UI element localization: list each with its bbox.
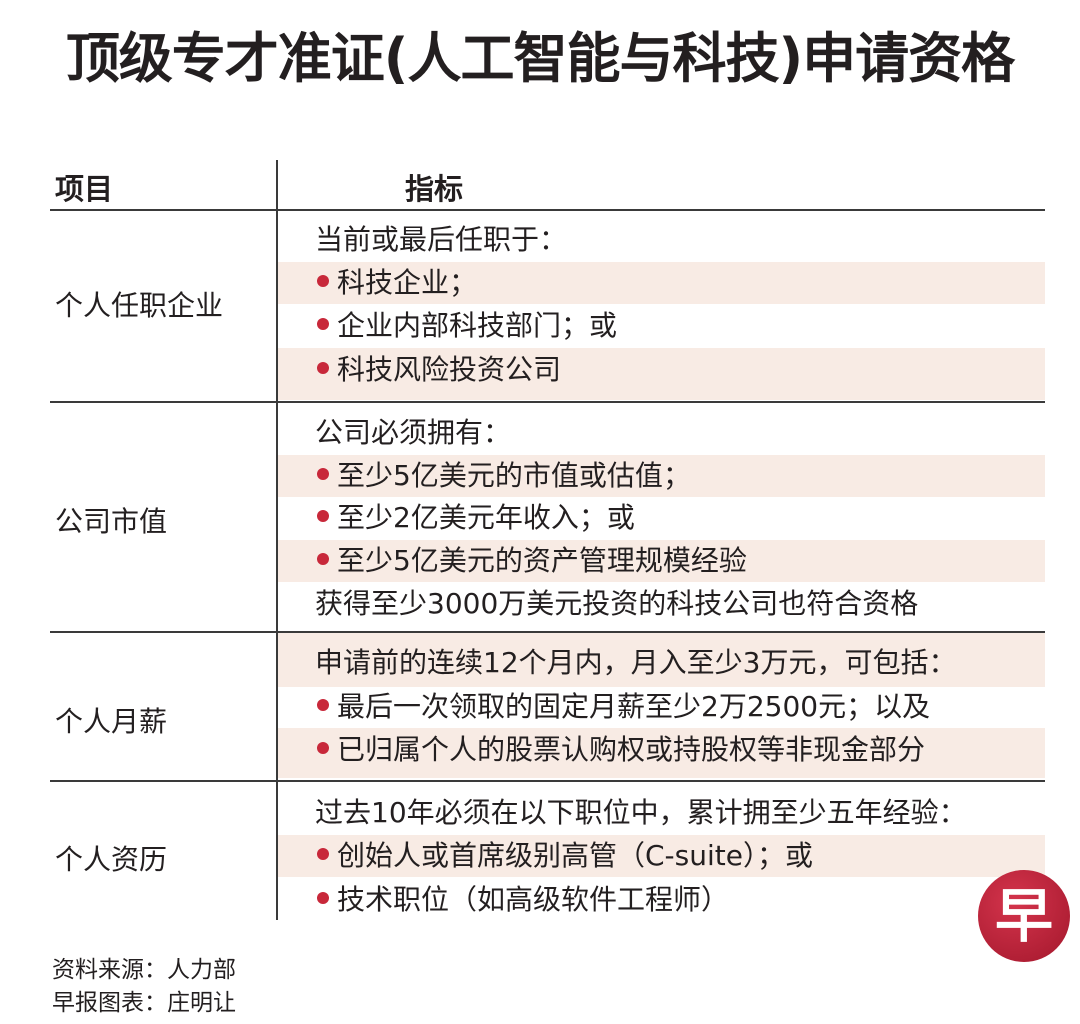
criteria-text: 获得至少3000万美元投资的科技公司也符合资格	[315, 586, 918, 622]
bullet-dot-icon	[317, 892, 329, 904]
zaobao-logo: 早	[978, 870, 1070, 962]
row-highlight	[278, 835, 1045, 877]
line-text: 过去10年必须在以下职位中，累计拥至少五年经验：	[315, 796, 967, 829]
bullet-dot-icon	[317, 742, 329, 754]
header-divider	[50, 209, 1045, 211]
line-text: 至少5亿美元的资产管理规模经验	[337, 544, 747, 577]
line-text: 已归属个人的股票认购权或持股权等非现金部分	[337, 733, 926, 766]
bullet-item: 至少5亿美元的市值或估值；	[317, 458, 691, 494]
bullet-dot-icon	[317, 510, 329, 522]
bullet-dot-icon	[317, 468, 329, 480]
row-label: 公司市值	[55, 505, 168, 538]
bullet-dot-icon	[317, 318, 329, 330]
row-label: 个人月薪	[55, 705, 168, 738]
credit-note: 早报图表：庄明让	[52, 990, 236, 1016]
column-header-criteria: 指标	[405, 172, 464, 206]
line-text: 科技企业；	[337, 266, 478, 299]
line-text: 申请前的连续12个月内，月入至少3万元，可包括：	[315, 646, 957, 679]
bullet-dot-icon	[317, 275, 329, 287]
row-highlight	[278, 728, 1045, 778]
column-header-item: 项目	[55, 172, 114, 206]
bullet-item: 科技风险投资公司	[317, 352, 561, 388]
bullet-dot-icon	[317, 699, 329, 711]
row-highlight	[278, 455, 1045, 497]
row-label: 个人资历	[55, 843, 168, 876]
bullet-item: 已归属个人的股票认购权或持股权等非现金部分	[317, 732, 925, 768]
row-highlight	[278, 540, 1045, 582]
bullet-dot-icon	[317, 362, 329, 374]
row-divider	[50, 631, 1045, 633]
row-label: 个人任职企业	[55, 289, 224, 322]
line-text: 最后一次领取的固定月薪至少2万2500元；以及	[337, 690, 931, 723]
line-text: 公司必须拥有：	[315, 416, 512, 449]
line-text: 科技风险投资公司	[337, 353, 562, 386]
row-divider	[50, 401, 1045, 403]
bullet-item: 至少2亿美元年收入；或	[317, 500, 635, 536]
row-highlight	[278, 348, 1045, 400]
column-divider	[276, 160, 278, 920]
page-title: 顶级专才准证(人工智能与科技)申请资格	[65, 27, 1015, 90]
line-text: 至少2亿美元年收入；或	[337, 501, 635, 534]
bullet-item: 至少5亿美元的资产管理规模经验	[317, 543, 747, 579]
criteria-text: 公司必须拥有：	[315, 415, 511, 451]
bullet-item: 企业内部科技部门；或	[317, 308, 617, 344]
criteria-text: 当前或最后任职于：	[315, 222, 567, 258]
bullet-item: 最后一次领取的固定月薪至少2万2500元；以及	[317, 689, 930, 725]
line-text: 当前或最后任职于：	[315, 223, 568, 256]
criteria-text: 申请前的连续12个月内，月入至少3万元，可包括：	[315, 645, 956, 681]
bullet-item: 科技企业；	[317, 265, 477, 301]
row-highlight	[278, 262, 1045, 304]
line-text: 企业内部科技部门；或	[337, 309, 618, 342]
line-text: 创始人或首席级别高管（C-suite）；或	[337, 839, 813, 872]
line-text: 技术职位（如高级软件工程师）	[337, 883, 730, 916]
row-highlight	[278, 633, 1045, 687]
bullet-dot-icon	[317, 553, 329, 565]
source-note: 资料来源：人力部	[52, 957, 236, 983]
bullet-item: 创始人或首席级别高管（C-suite）；或	[317, 838, 813, 874]
row-divider	[50, 780, 1045, 782]
criteria-text: 过去10年必须在以下职位中，累计拥至少五年经验：	[315, 795, 967, 831]
line-text: 至少5亿美元的市值或估值；	[337, 459, 691, 492]
bullet-item: 技术职位（如高级软件工程师）	[317, 882, 729, 918]
bullet-dot-icon	[317, 848, 329, 860]
line-text: 获得至少3000万美元投资的科技公司也符合资格	[315, 587, 919, 620]
